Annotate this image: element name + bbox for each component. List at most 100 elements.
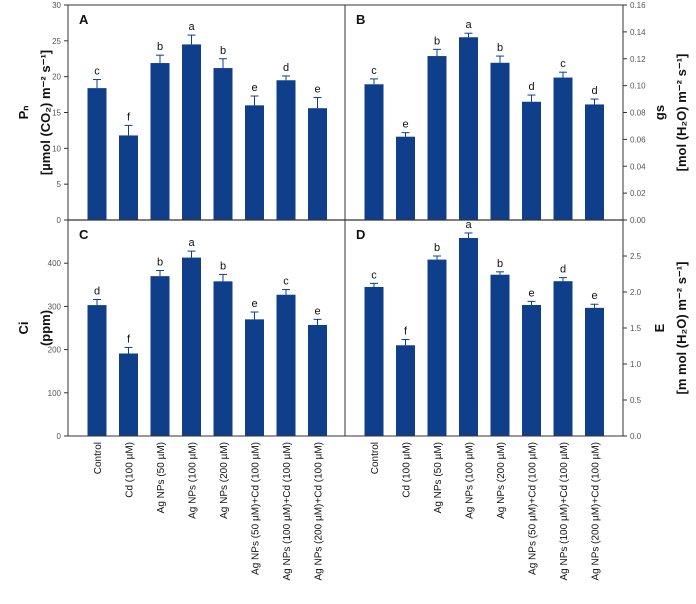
- significance-letter: e: [314, 305, 320, 317]
- bar: [427, 259, 447, 436]
- bar: [308, 324, 327, 436]
- panel-a: 0 5 10 15 20 25 30 c f b a b e d e A Pₙ [µmol (CO₂) m⁻² s…: [16, 1, 327, 225]
- y-tick-label: 0.00: [630, 216, 646, 225]
- x-category-label: Ag NPs (100 µM): [188, 442, 199, 519]
- y-tick-label: 100: [48, 389, 62, 398]
- significance-letter: d: [528, 81, 534, 93]
- significance-letter: e: [528, 287, 534, 299]
- y-tick-label: 0.02: [630, 189, 646, 198]
- panel-label: B: [356, 12, 365, 27]
- panel-label: C: [79, 227, 89, 242]
- significance-letter: d: [591, 85, 597, 97]
- significance-letter: b: [220, 45, 226, 57]
- significance-letter: f: [127, 333, 131, 345]
- y-tick-label: 0.12: [630, 55, 646, 64]
- x-category-label: Ag NPs (50 µM): [156, 442, 167, 513]
- bar: [87, 88, 107, 220]
- y-tick-label: 0.06: [630, 135, 646, 144]
- bar: [87, 305, 107, 436]
- x-category-label: Ag NPs (200 µM)+Cd (100 µM): [591, 442, 602, 581]
- bar: [585, 307, 604, 436]
- x-category-label: Ag NPs (50 µM): [433, 442, 444, 513]
- x-category-label: Ag NPs (200 µM): [496, 442, 507, 519]
- bar: [364, 84, 384, 220]
- y-tick-label: 0.0: [630, 432, 642, 441]
- y-tick-label: 1.5: [630, 324, 642, 333]
- bar: [150, 276, 170, 436]
- y-tick-label: 2.0: [630, 288, 642, 297]
- y-tick-label: 0.5: [630, 396, 642, 405]
- panel-label: D: [356, 227, 365, 242]
- significance-letter: b: [220, 260, 226, 272]
- significance-letter: c: [283, 276, 289, 288]
- x-category-label: Ag NPs (50 µM)+Cd (100 µM): [528, 442, 539, 575]
- x-category-label: Cd (100 µM): [402, 442, 413, 498]
- y-tick-label: 0: [57, 216, 62, 225]
- y-tick-label: 10: [52, 144, 61, 153]
- bar: [490, 274, 510, 436]
- bar: [245, 319, 264, 436]
- y-tick-label: 0.08: [630, 109, 646, 118]
- x-category-label: Control: [370, 442, 381, 474]
- significance-letter: b: [157, 41, 163, 53]
- significance-letter: f: [127, 111, 131, 123]
- bar: [276, 80, 296, 220]
- significance-letter: a: [188, 21, 195, 33]
- bar: [585, 104, 604, 220]
- y-tick-label: 1.0: [630, 360, 642, 369]
- significance-letter: f: [404, 326, 408, 338]
- bar: [119, 135, 138, 220]
- y-axis-title: [m mol (H₂O) m⁻² s⁻¹]: [674, 262, 689, 395]
- significance-letter: b: [434, 242, 440, 254]
- significance-letter: c: [371, 65, 377, 77]
- y-tick-label: 400: [48, 259, 62, 268]
- significance-letter: b: [434, 35, 440, 47]
- y-tick-label: 0.14: [630, 28, 646, 37]
- bar: [396, 136, 415, 220]
- significance-letter: c: [371, 269, 377, 281]
- bar: [245, 105, 264, 220]
- y-tick-label: 0: [57, 432, 62, 441]
- y-tick-label: 2.5: [630, 252, 642, 261]
- bar: [522, 101, 541, 220]
- bar: [308, 108, 327, 220]
- y-tick-label: 200: [48, 346, 62, 355]
- significance-letter: a: [465, 19, 472, 31]
- panel-b: 0.00 0.02 0.04 0.06 0.08 0.10 0.12 0.14 0.16 c e b a…: [356, 1, 689, 225]
- bar: [553, 77, 573, 220]
- y-tick-label: 25: [52, 37, 61, 46]
- x-category-label: Ag NPs (200 µM)+Cd (100 µM): [314, 442, 325, 581]
- significance-letter: d: [94, 285, 100, 297]
- bar: [276, 294, 296, 436]
- bar: [522, 304, 541, 436]
- y-tick-label: 15: [52, 109, 61, 118]
- significance-letter: b: [497, 258, 503, 270]
- significance-letter: e: [314, 83, 320, 95]
- x-category-label: Ag NPs (50 µM)+Cd (100 µM): [251, 442, 262, 575]
- bar: [150, 63, 170, 220]
- x-category-label: Cd (100 µM): [125, 442, 136, 498]
- panel-label: A: [79, 12, 89, 27]
- bar: [553, 281, 573, 436]
- significance-letter: d: [283, 62, 289, 74]
- y-axis-title: [µmol (CO₂) m⁻² s⁻¹]: [38, 50, 53, 175]
- bar: [119, 353, 138, 436]
- x-category-label: Ag NPs (100 µM)+Cd (100 µM): [282, 442, 293, 581]
- x-category-label: Ag NPs (100 µM): [465, 442, 476, 519]
- significance-letter: b: [497, 42, 503, 54]
- bar: [213, 68, 233, 220]
- significance-letter: c: [560, 58, 566, 70]
- y-axis-title: Ci: [16, 322, 31, 335]
- y-tick-label: 0.10: [630, 82, 646, 91]
- significance-letter: e: [251, 82, 257, 94]
- bar: [364, 286, 384, 436]
- significance-letter: e: [251, 298, 257, 310]
- significance-letter: e: [591, 290, 597, 302]
- significance-letter: a: [188, 237, 195, 249]
- significance-letter: d: [560, 264, 566, 276]
- y-axis-title: E: [652, 323, 667, 332]
- y-axis-title: [mol (H₂O) m⁻² s⁻¹]: [674, 54, 689, 172]
- y-tick-label: 0.04: [630, 162, 646, 171]
- panel-c: 0 100 200 300 400 d f b a b e c e C Ci (ppm): [16, 227, 327, 441]
